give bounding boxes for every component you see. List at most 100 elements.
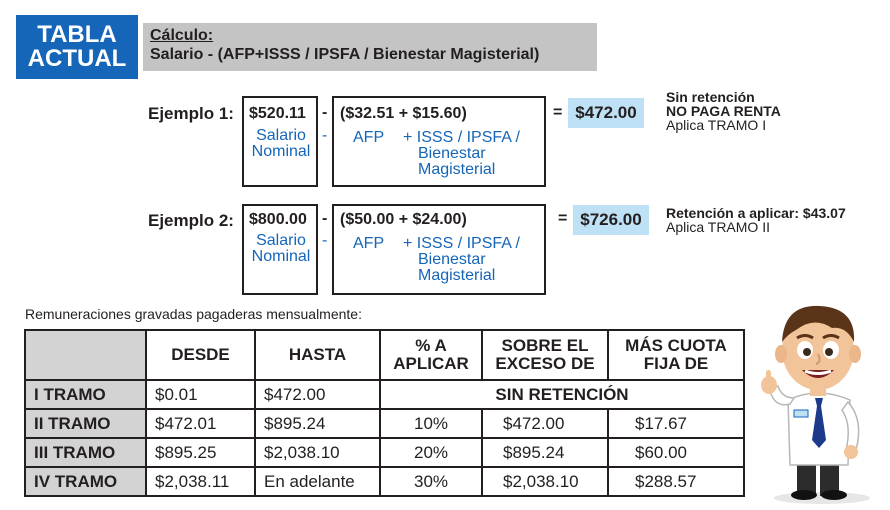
cuota-cell: $17.67 [607,408,745,439]
right-leg [820,460,839,496]
left-ear [775,345,787,363]
note-line: Retención a aplicar: $43.07 [666,205,846,221]
hair [782,305,855,342]
header-line: FIJA DE [643,354,709,373]
hasta-cell: $2,038.10 [254,437,381,468]
left-arm [769,384,796,406]
header-line: EXCESO DE [495,354,595,373]
example-1-salary-sub: Salario Nominal [245,128,317,160]
sin-retencion-cell: SIN RETENCIÓN [379,379,745,410]
head [782,310,854,390]
desde-cell: $2,038.11 [145,466,256,497]
example-2-result: $726.00 [573,205,649,235]
header-line: SOBRE EL [501,336,589,355]
table-row: III TRAMO $895.25 $2,038.10 20% $895.24 … [24,437,745,468]
desde-cell: $472.01 [145,408,256,439]
header-line: % A [415,336,447,355]
right-ear [849,345,861,363]
left-leg [797,460,816,496]
header-exceso: SOBRE EL EXCESO DE [481,329,609,381]
example-1-deductions: ($32.51 + $15.60) [340,105,467,122]
salary-sub-line: Salario [256,232,306,249]
table-caption: Remuneraciones gravadas pagaderas mensua… [25,306,362,322]
example-1-isss: + ISSS / IPSFA / Bienestar Magisterial [403,130,520,178]
tie [812,398,826,448]
exceso-cell: $2,038.10 [481,466,609,497]
example-1-result: $472.00 [568,98,644,128]
cartoon-businessman-illustration [761,305,870,504]
example-2-note: Retención a aplicar: $43.07 Aplica TRAMO… [666,206,846,234]
example-2-minus-blue: - [322,232,328,249]
example-1-afp: AFP [353,129,385,146]
desde-cell: $0.01 [145,379,256,410]
header-line: MÁS CUOTA [625,336,727,355]
isss-line: + ISSS / IPSFA / [403,129,520,146]
example-1-label: Ejemplo 1: [148,104,234,123]
hasta-cell: $472.00 [254,379,381,410]
right-hand [844,445,858,459]
desde-cell: $895.25 [145,437,256,468]
pct-cell: 20% [379,437,483,468]
example-2-salary-sub: Salario Nominal [245,233,317,265]
table-row: II TRAMO $472.01 $895.24 10% $472.00 $17… [24,408,745,439]
right-eyebrow [822,334,840,340]
example-1-minus-blue: - [322,127,328,144]
left-shoe [791,490,817,500]
isss-line: Magisterial [418,161,496,178]
example-2-label: Ejemplo 2: [148,211,234,230]
cuota-cell: $288.57 [607,466,745,497]
right-pupil [825,348,833,356]
note-line: Sin retención [666,89,755,105]
salary-sub-line: Nominal [251,143,311,160]
example-2-afp: AFP [353,235,385,252]
note-line: Aplica TRAMO I [666,117,767,133]
tramos-table: DESDE HASTA % A APLICAR SOBRE EL EXCESO … [24,329,745,497]
pct-cell: 30% [379,466,483,497]
exceso-cell: $895.24 [481,437,609,468]
header-hasta: HASTA [254,329,381,381]
example-2-isss: + ISSS / IPSFA / Bienestar Magisterial [403,236,520,284]
tramo-label: III TRAMO [24,437,147,468]
thumb-up [766,370,771,382]
nose [815,353,821,365]
name-badge [793,409,809,418]
header-pct: % A APLICAR [379,329,483,381]
example-1-minus: - [322,104,328,121]
right-shoe [821,490,847,500]
salary-sub-line: Nominal [251,248,311,265]
example-2-deductions: ($50.00 + $24.00) [340,211,467,228]
teeth [804,369,832,375]
example-2-minus: - [322,210,328,227]
calc-formula: Salario - (AFP+ISSS / IPSFA / Bienestar … [150,46,540,63]
isss-line: + ISSS / IPSFA / [403,235,520,252]
tramo-label: IV TRAMO [24,466,147,497]
header-cuota: MÁS CUOTA FIJA DE [607,329,745,381]
example-1-salary: $520.11 [249,105,306,122]
pct-cell: 10% [379,408,483,439]
example-1-salary-box [242,96,318,187]
header-line: APLICAR [393,354,469,373]
note-line: Aplica TRAMO II [666,219,770,235]
badge-line-2: ACTUAL [27,45,127,72]
example-2-salary-box [242,204,318,295]
table-row: IV TRAMO $2,038.11 En adelante 30% $2,03… [24,466,745,497]
example-1-note: Sin retención NO PAGA RENTA Aplica TRAMO… [666,90,781,132]
calculation-banner: Cálculo: Salario - (AFP+ISSS / IPSFA / B… [143,23,597,71]
header-desde: DESDE [145,329,256,381]
isss-line: Magisterial [418,267,496,284]
tramo-label: I TRAMO [24,379,147,410]
left-eyebrow [796,334,814,340]
badge-line-1: TABLA [37,21,117,48]
table-header-row: DESDE HASTA % A APLICAR SOBRE EL EXCESO … [24,329,745,381]
hasta-cell: En adelante [254,466,381,497]
example-2-deductions-box [332,204,546,295]
cuota-cell: $60.00 [607,437,745,468]
calc-title: Cálculo: [150,27,214,44]
tabla-actual-badge: TABLA ACTUAL [16,15,138,79]
left-hand [761,376,777,394]
header-empty-cell [24,329,147,381]
exceso-cell: $472.00 [481,408,609,439]
left-pupil [803,348,811,356]
isss-line: Bienestar [418,251,486,268]
example-1-equals: = [553,104,563,121]
